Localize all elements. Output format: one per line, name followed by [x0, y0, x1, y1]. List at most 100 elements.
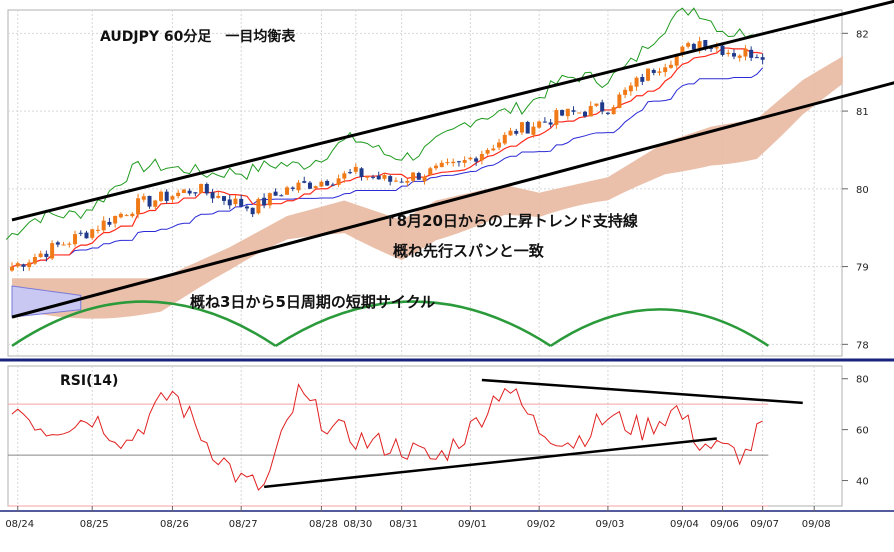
- candle-body: [21, 264, 26, 267]
- candle-body: [365, 176, 370, 178]
- candle-body: [405, 180, 410, 183]
- candle-body: [451, 161, 456, 164]
- candle-body: [468, 157, 473, 160]
- candle-body: [560, 110, 565, 116]
- y-tick-label: 81: [856, 107, 869, 118]
- tenkan-line: [11, 47, 763, 268]
- candle-body: [737, 55, 742, 58]
- candle-body: [222, 196, 227, 201]
- x-tick-label: 09/04: [670, 519, 699, 530]
- candle-body: [508, 130, 513, 136]
- trend-line-1: [11, 81, 894, 319]
- candle-body: [686, 43, 691, 47]
- candle-body: [101, 220, 106, 231]
- x-tick-label: 09/08: [802, 519, 831, 530]
- candle-body: [720, 45, 725, 55]
- x-tick-label: 09/07: [750, 519, 779, 530]
- candle-body: [428, 168, 433, 176]
- candle-body: [422, 176, 427, 182]
- candle-body: [485, 150, 490, 154]
- candle-body: [760, 57, 765, 60]
- candle-body: [571, 110, 576, 112]
- candle-body: [519, 122, 524, 133]
- annotation-span: 概ね先行スパンと一致: [393, 242, 544, 260]
- candle-body: [668, 64, 673, 68]
- candle-body: [462, 160, 467, 163]
- candle-body: [348, 172, 353, 174]
- candle-body: [531, 126, 536, 135]
- candle-body: [388, 176, 393, 182]
- candle-body: [181, 189, 186, 194]
- candle-body: [514, 130, 519, 134]
- rsi-trend-line-1: [263, 437, 717, 489]
- candle-body: [10, 266, 14, 271]
- x-tick-label: 08/26: [160, 519, 189, 530]
- candle-body: [113, 215, 118, 224]
- candle-body: [691, 43, 696, 50]
- candle-body: [359, 168, 364, 178]
- candle-body: [233, 198, 238, 205]
- candle-body: [296, 182, 301, 191]
- candle-body: [617, 94, 622, 109]
- candle-body: [743, 48, 748, 57]
- candle-body: [456, 161, 461, 163]
- candle-body: [439, 162, 444, 168]
- candle-body: [187, 190, 192, 194]
- candle-body: [623, 89, 628, 95]
- rsi-y-tick-label: 40: [856, 477, 869, 488]
- candle-body: [502, 134, 507, 144]
- rsi-trend-line-0: [481, 378, 803, 405]
- candle-body: [239, 198, 244, 207]
- candle-body: [399, 181, 404, 183]
- x-tick-label: 09/06: [710, 519, 739, 530]
- candle-body: [244, 206, 249, 209]
- candle-body: [703, 39, 708, 50]
- candle-body: [646, 68, 651, 81]
- candle-body: [651, 70, 656, 73]
- annotation-cycle: 概ね3日から5日周期の短期サイクル: [190, 293, 436, 311]
- candle-body: [170, 196, 175, 200]
- candle-body: [273, 191, 278, 196]
- y-tick-label: 78: [856, 340, 869, 351]
- candle-body: [697, 41, 702, 50]
- chikou-line: [5, 7, 757, 240]
- candle-body: [147, 195, 152, 207]
- candle-body: [227, 199, 232, 206]
- x-tick-label: 09/02: [527, 519, 556, 530]
- cycle-arc-1: [274, 300, 552, 347]
- candle-body: [279, 195, 284, 197]
- candle-body: [640, 77, 645, 82]
- candle-body: [267, 193, 272, 206]
- y-tick-label: 82: [856, 29, 869, 40]
- candle-body: [325, 180, 330, 186]
- candle-body: [594, 103, 599, 106]
- candle-body: [141, 196, 146, 200]
- candle-body: [130, 213, 135, 217]
- candle-body: [611, 107, 616, 115]
- candle-body: [44, 253, 49, 257]
- cycle-arc-0: [11, 300, 277, 347]
- candle-body: [27, 262, 32, 268]
- candle-body: [754, 57, 759, 59]
- candle-body: [55, 242, 60, 245]
- candle-body: [158, 191, 163, 201]
- candle-body: [554, 110, 559, 125]
- candle-body: [714, 47, 719, 49]
- candle-body: [491, 148, 496, 151]
- x-tick-label: 08/25: [80, 519, 109, 530]
- candle-body: [445, 162, 450, 164]
- candle-body: [313, 186, 318, 189]
- candle-body: [731, 53, 736, 57]
- x-tick-label: 08/28: [309, 519, 338, 530]
- candle-body: [628, 85, 633, 92]
- candle-body: [176, 192, 181, 197]
- rsi-line: [11, 383, 763, 491]
- candle-body: [256, 199, 261, 214]
- candle-body: [336, 178, 341, 185]
- candle-body: [67, 243, 72, 245]
- candle-body: [479, 153, 484, 161]
- candle-body: [153, 200, 158, 207]
- candle-body: [657, 71, 662, 73]
- candle-body: [542, 121, 547, 123]
